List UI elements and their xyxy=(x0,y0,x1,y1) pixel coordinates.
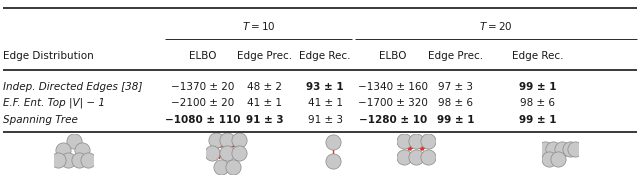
Text: −1280 ± 10: −1280 ± 10 xyxy=(359,115,427,125)
Text: Edge Prec.: Edge Prec. xyxy=(237,51,292,61)
Text: 41 ± 1: 41 ± 1 xyxy=(247,98,282,108)
Point xyxy=(399,155,409,158)
Text: 48 ± 2: 48 ± 2 xyxy=(247,82,282,92)
Text: −1340 ± 160: −1340 ± 160 xyxy=(358,82,428,92)
Text: 93 ± 1: 93 ± 1 xyxy=(307,82,344,92)
Text: Edge Rec.: Edge Rec. xyxy=(300,51,351,61)
Point xyxy=(423,155,433,158)
Text: $T = 20$: $T = 20$ xyxy=(479,20,513,32)
Point xyxy=(328,160,338,162)
Point xyxy=(228,165,238,168)
Text: $T = 10$: $T = 10$ xyxy=(242,20,275,32)
Text: 41 ± 1: 41 ± 1 xyxy=(308,98,342,108)
Text: 98 ± 6: 98 ± 6 xyxy=(438,98,473,108)
Text: 98 ± 6: 98 ± 6 xyxy=(520,98,555,108)
Point xyxy=(74,159,84,162)
Text: ELBO: ELBO xyxy=(380,51,406,61)
Text: Edge Distribution: Edge Distribution xyxy=(3,51,94,61)
Text: Spanning Tree: Spanning Tree xyxy=(3,115,78,125)
Point xyxy=(423,139,433,142)
Point xyxy=(63,159,74,162)
Point xyxy=(570,147,580,150)
Point xyxy=(399,139,409,142)
Point xyxy=(328,140,338,143)
Point xyxy=(411,155,421,158)
Point xyxy=(565,147,575,150)
Point xyxy=(411,139,421,142)
Point xyxy=(68,139,79,142)
Text: −1700 ± 320: −1700 ± 320 xyxy=(358,98,428,108)
Point xyxy=(216,165,227,168)
Text: Indep. Directed Edges [38]: Indep. Directed Edges [38] xyxy=(3,82,143,92)
Text: −2100 ± 20: −2100 ± 20 xyxy=(172,98,234,108)
Point xyxy=(540,147,550,150)
Point xyxy=(544,158,554,160)
Point xyxy=(548,147,558,150)
Text: −1080 ± 110: −1080 ± 110 xyxy=(165,115,241,125)
Point xyxy=(52,159,63,162)
Point xyxy=(234,138,244,141)
Point xyxy=(83,159,93,162)
Text: 99 ± 1: 99 ± 1 xyxy=(519,115,556,125)
Point xyxy=(222,152,232,155)
Text: Edge Prec.: Edge Prec. xyxy=(428,51,483,61)
Point xyxy=(58,148,68,151)
Point xyxy=(222,138,232,141)
Text: 91 ± 3: 91 ± 3 xyxy=(308,115,342,125)
Text: 91 ± 3: 91 ± 3 xyxy=(246,115,283,125)
Point xyxy=(211,138,221,141)
Text: 99 ± 1: 99 ± 1 xyxy=(519,82,556,92)
Point xyxy=(207,152,217,155)
Point xyxy=(557,147,567,150)
Text: Edge Rec.: Edge Rec. xyxy=(512,51,563,61)
Point xyxy=(77,148,88,151)
Text: ELBO: ELBO xyxy=(189,51,216,61)
Text: −1370 ± 20: −1370 ± 20 xyxy=(171,82,235,92)
Point xyxy=(234,152,244,155)
Text: 99 ± 1: 99 ± 1 xyxy=(437,115,474,125)
Text: E.F. Ent. Top |V| − 1: E.F. Ent. Top |V| − 1 xyxy=(3,98,105,108)
Point xyxy=(552,158,563,160)
Text: 97 ± 3: 97 ± 3 xyxy=(438,82,473,92)
